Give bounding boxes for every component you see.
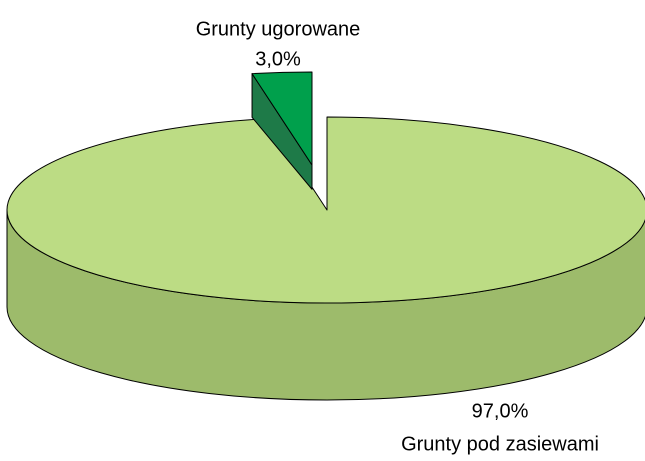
pie-slice [6, 116, 645, 304]
slice-value-label: 97,0% [472, 400, 529, 422]
pie-slice [251, 71, 313, 166]
slice-category-label: Grunty ugorowane [196, 18, 361, 40]
slice-value-label: 3,0% [255, 48, 301, 70]
slice-category-label: Grunty pod zasiewami [401, 433, 599, 455]
